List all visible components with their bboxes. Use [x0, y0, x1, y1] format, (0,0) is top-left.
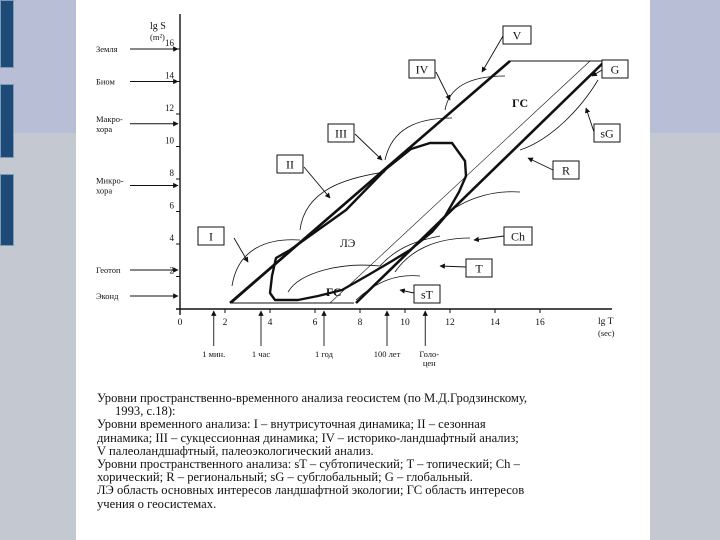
- caption-line: Уровни пространственно-временного анализ…: [97, 391, 528, 405]
- level-box-label: III: [335, 127, 347, 141]
- level-box-arrow: [354, 133, 383, 161]
- thin-diagonal-left: [231, 60, 511, 304]
- sidebar-block: [0, 84, 14, 158]
- level-box-label: IV: [416, 63, 429, 77]
- level-box-arrow: [473, 235, 505, 243]
- space-level-label: хора: [96, 186, 112, 196]
- level-box-label: I: [209, 230, 213, 244]
- level-box: [197, 226, 225, 246]
- x-tick-label: 16: [535, 318, 545, 328]
- x-axis-label: lg T: [598, 317, 614, 327]
- gs-zone-label-bottom: ГС: [326, 287, 341, 299]
- space-level-label: Биом: [96, 77, 116, 87]
- x-tick-label: 14: [490, 318, 500, 328]
- level-box: [413, 284, 441, 304]
- level-box-arrow: [233, 237, 249, 263]
- space-level-label: хора: [96, 124, 112, 134]
- x-tick-label: 12: [445, 318, 455, 328]
- x-tick-label: 6: [313, 318, 318, 328]
- time-level-label: Голо-: [419, 349, 439, 359]
- level-arc: [287, 264, 381, 293]
- level-box-arrow: [527, 157, 554, 171]
- level-arc: [439, 191, 521, 221]
- gs-zone-label-top: ГС: [512, 96, 528, 110]
- level-box-label: R: [562, 164, 570, 178]
- space-level-label: Геотоп: [96, 265, 121, 275]
- sidebar-block: [0, 0, 14, 68]
- y-tick-label: 12: [165, 103, 174, 113]
- level-box-label: G: [611, 63, 620, 77]
- caption-line: Уровни пространственного анализа: sT – с…: [97, 457, 520, 472]
- space-level-label: Макро-: [96, 114, 123, 124]
- level-box-label: II: [286, 158, 294, 172]
- figure-caption: Уровни пространственно-временного анализ…: [97, 391, 637, 511]
- level-arc: [394, 237, 471, 273]
- y-tick-label: 6: [170, 201, 175, 211]
- time-level-label: 1 год: [315, 349, 334, 359]
- level-box: [465, 258, 493, 278]
- level-box: [327, 123, 355, 143]
- level-box: [593, 123, 621, 143]
- level-box-arrow: [584, 107, 595, 133]
- level-box: [502, 25, 532, 45]
- level-box-arrow: [435, 71, 451, 101]
- le-zone-outline: [268, 141, 468, 302]
- caption-line: учения о геосистемах.: [97, 496, 217, 511]
- y-axis-unit: (m²): [150, 32, 165, 42]
- y-tick-label: 14: [165, 71, 175, 81]
- y-tick-label: 4: [170, 233, 175, 243]
- time-level-label: 1 мин.: [202, 349, 225, 359]
- caption-line: Уровни временного анализа: I – внутрисут…: [97, 417, 486, 432]
- caption-line: 1993, с.18):: [115, 404, 176, 419]
- level-arc: [299, 171, 386, 231]
- space-level-label: Микро-: [96, 176, 124, 186]
- level-box: [276, 154, 304, 174]
- level-arc: [519, 79, 599, 151]
- y-tick-label: 10: [165, 136, 175, 146]
- x-tick-label: 4: [268, 318, 273, 328]
- level-box-label: Ch: [511, 230, 525, 244]
- x-axis-unit: (sec): [598, 328, 615, 338]
- level-box-arrow: [591, 69, 603, 77]
- caption-line: V палеоландшафтный, палеоэкологический а…: [97, 443, 374, 458]
- time-level-label: 1 час: [252, 349, 270, 359]
- level-box-label: V: [513, 29, 522, 43]
- x-tick-label: 8: [358, 318, 363, 328]
- space-level-label: Эконд: [96, 291, 119, 301]
- level-box-arrow: [399, 288, 415, 294]
- thin-diagonal-right: [329, 60, 591, 304]
- le-zone-label: ЛЭ: [340, 238, 356, 250]
- level-box: [408, 59, 436, 79]
- time-level-label: 100 лет: [374, 349, 401, 359]
- level-box-arrow: [481, 35, 504, 73]
- level-box-label: T: [475, 262, 483, 276]
- x-tick-label: 2: [223, 318, 228, 328]
- sidebar-block: [0, 174, 14, 246]
- level-arc: [231, 239, 301, 287]
- caption-line: динамика; III – сукцессионная динамика; …: [97, 430, 519, 445]
- level-arc: [355, 275, 421, 301]
- y-tick-label: 8: [170, 168, 175, 178]
- level-box: [601, 59, 629, 79]
- level-arc: [379, 235, 441, 267]
- level-arc: [384, 117, 453, 161]
- x-tick-label: 10: [400, 318, 410, 328]
- space-level-label: Земля: [96, 44, 118, 54]
- x-tick-label: 0: [178, 318, 183, 328]
- y-tick-label: 16: [165, 38, 175, 48]
- time-level-label: цен: [423, 358, 436, 368]
- y-tick-label: 2: [170, 266, 175, 276]
- level-box-arrow: [303, 166, 331, 199]
- level-arc: [444, 75, 506, 111]
- level-box-arrow: [439, 263, 467, 269]
- level-box-label: sG: [600, 127, 614, 141]
- y-axis-label: lg S: [150, 21, 166, 32]
- level-box-label: sT: [421, 288, 434, 302]
- gs-lower-boundary: [355, 60, 606, 304]
- sidebar-decoration: [0, 0, 14, 540]
- caption-line: ЛЭ область основных интересов ландшафтно…: [97, 483, 525, 498]
- caption-line: хорический; R – региональный; sG – субгл…: [97, 470, 473, 485]
